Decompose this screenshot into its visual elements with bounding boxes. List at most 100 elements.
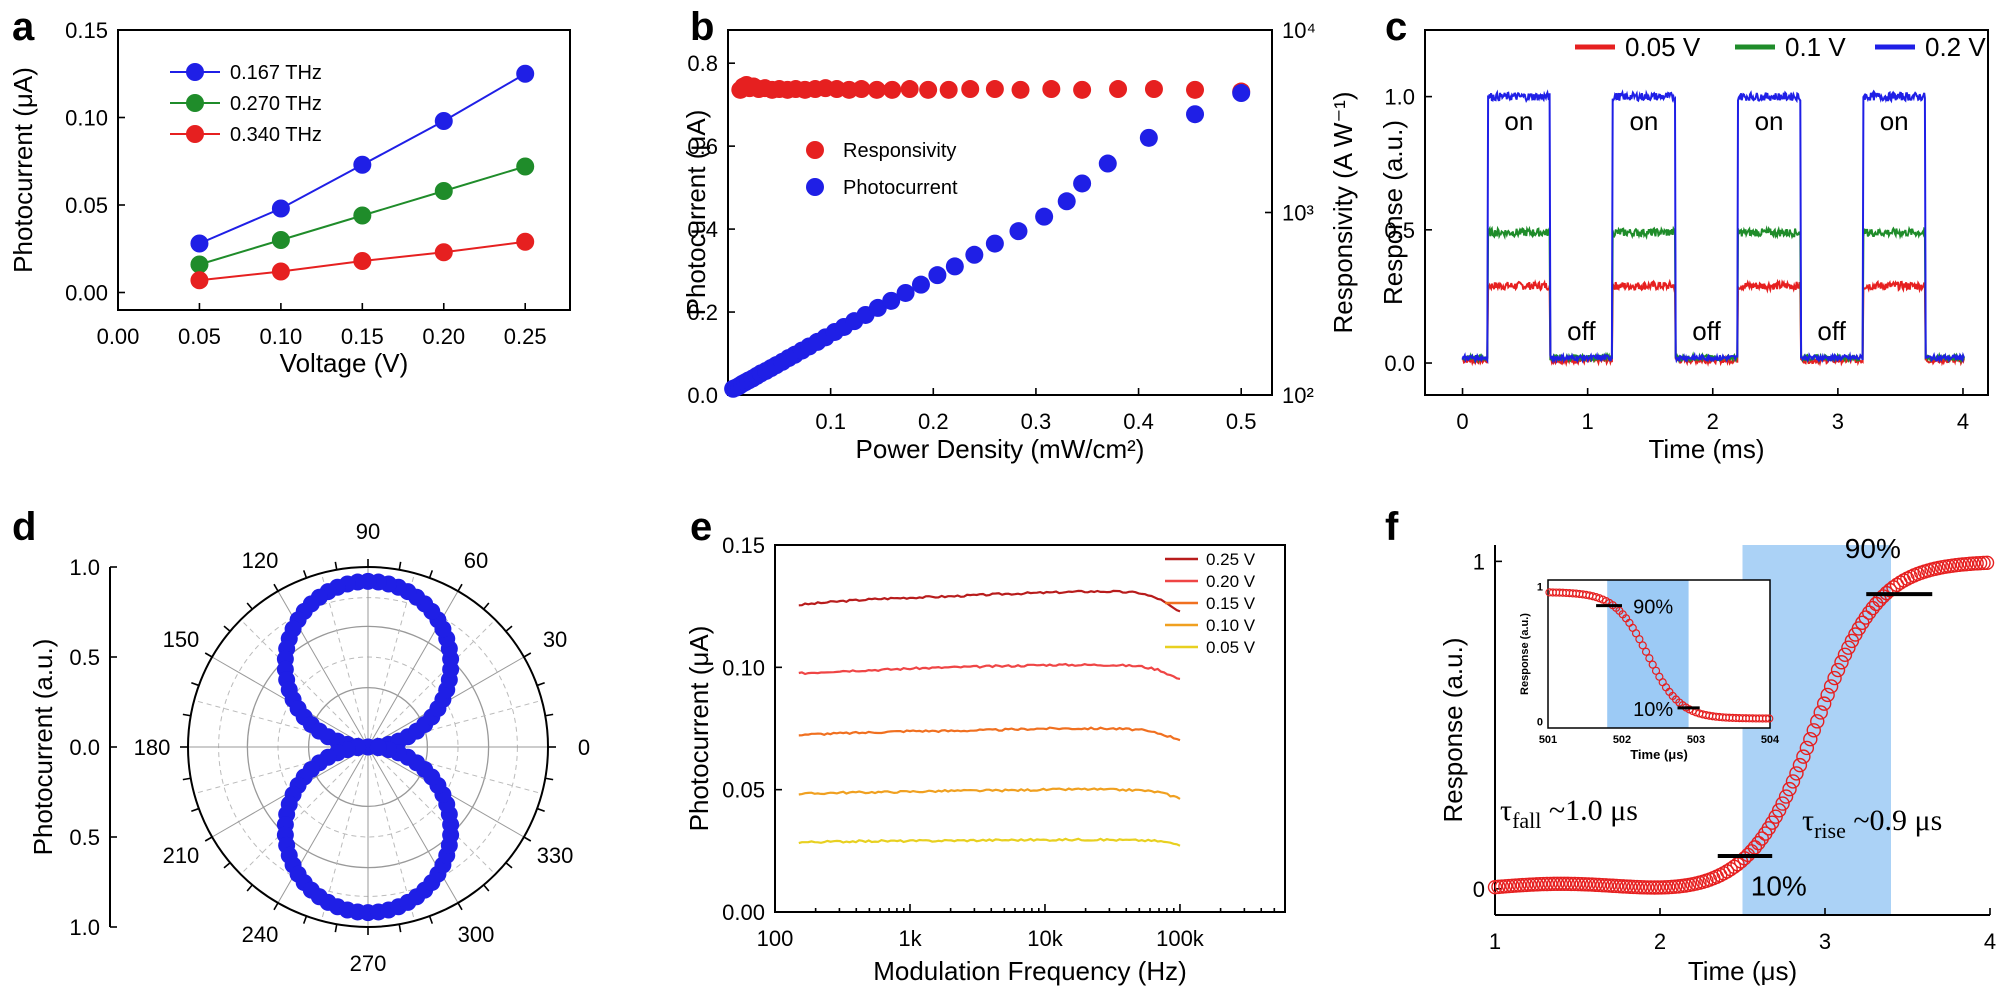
panel-b-responsivity-point: [961, 80, 980, 99]
panel-f-point: [1643, 880, 1659, 895]
panel-d-angle-tick: [428, 570, 434, 579]
panel-b-xlabel: Power Density (mW/cm²): [856, 434, 1145, 464]
panel-f-point: [1803, 731, 1818, 747]
panel-c-ytick-label: 0.0: [1384, 351, 1415, 376]
panel-d-angle-tick: [398, 561, 402, 570]
panel-f-point: [1837, 647, 1853, 662]
panel-f-xtick-label: 3: [1819, 929, 1831, 954]
panel-b-responsivity-point: [1073, 80, 1092, 99]
panel-f-point: [1972, 555, 1988, 571]
panel-d-spoke: [240, 746, 369, 875]
panel-label-b: b: [690, 5, 714, 49]
panel-f-point: [1636, 880, 1652, 895]
panel-f-xlabel: Time (μs): [1688, 956, 1797, 986]
panel-e-series-line: [798, 662, 1181, 680]
panel-f-point: [1820, 687, 1835, 703]
panel-a-xtick-label: 0.10: [259, 324, 302, 349]
panel-d-angle-tick: [457, 583, 463, 592]
panel-e-ytick-label: 0.05: [722, 778, 765, 803]
panel-f-point: [1657, 880, 1672, 895]
panel-c-ytick-label: 1.0: [1384, 85, 1415, 110]
panel-d-angle-tick: [191, 681, 200, 687]
panel-f-inset-annotation-10: 10%: [1633, 699, 1673, 721]
panel-b-responsivity-point: [1144, 80, 1163, 99]
panel-d-angle-tick: [398, 924, 402, 933]
panel-f-inset-point: [1765, 714, 1774, 723]
panel-f-point: [1539, 876, 1555, 892]
panel-f-point: [1862, 605, 1877, 620]
panel-f-point: [1532, 877, 1548, 892]
panel-d-angle-tick: [536, 807, 545, 813]
panel-b-xtick-label: 0.2: [918, 409, 949, 434]
panel-b-legend-label: Responsivity: [843, 140, 956, 162]
panel-f-tau-rise: τrise ~0.9 μs: [1802, 804, 1942, 843]
panel-label-e: e: [690, 505, 712, 549]
panel-e-legend-label: 0.05 V: [1206, 638, 1256, 657]
panel-f-point: [1577, 877, 1593, 892]
panel-f-point: [1716, 866, 1731, 881]
panel-a-xtick-label: 0.20: [422, 324, 465, 349]
panel-c-legend-label: 0.2 V: [1925, 32, 1986, 62]
panel-d-angle-label: 60: [464, 548, 488, 573]
panel-f-point: [1830, 662, 1846, 678]
panel-f-inset-xtick-label: 501: [1539, 734, 1557, 746]
panel-f-point: [1564, 876, 1579, 892]
panel-f-point: [1816, 696, 1832, 711]
panel-b-photocurrent-point: [1232, 84, 1251, 103]
panel-d-angle-tick: [273, 583, 279, 592]
panel-b-y2tick-label: 10⁴: [1282, 18, 1316, 43]
panel-e-xtick-label: 10k: [1027, 926, 1063, 951]
panel-d-angle-tick: [536, 681, 545, 687]
panel-c-legend-label: 0.1 V: [1785, 32, 1846, 62]
panel-e-legend-label: 0.20 V: [1206, 572, 1256, 591]
panel-d-angle-tick: [191, 807, 200, 813]
panel-f-point: [1629, 879, 1645, 895]
panel-d-point: [369, 739, 387, 757]
panel-d-angle-tick: [523, 652, 532, 658]
panel-a-point: [271, 199, 290, 218]
panel-d-angle-label: 30: [543, 627, 567, 652]
panel-d-radial-tick-label: 1.0: [69, 555, 100, 580]
panel-c-xtick-label: 3: [1832, 409, 1844, 434]
panel-b-photocurrent-point: [1009, 222, 1028, 241]
panel-d-spoke: [367, 573, 416, 748]
panel-f-point: [1654, 880, 1669, 895]
panel-f-inset-point: [1641, 647, 1651, 656]
panel-f-point: [1647, 880, 1662, 895]
panel-b-responsivity-point: [867, 80, 886, 99]
panel-d-angle-tick: [483, 602, 490, 610]
panel-a-xtick-label: 0.25: [504, 324, 547, 349]
panel-e-legend-label: 0.10 V: [1206, 616, 1256, 635]
panel-f-point: [1834, 655, 1849, 670]
panel-c-series-line: [1461, 89, 1965, 365]
panel-d-angle-tick: [523, 836, 532, 842]
panel-c-frame: [1424, 29, 1989, 396]
panel-b-photocurrent-point: [1139, 128, 1158, 147]
panel-d-spoke: [240, 619, 369, 748]
panel-e-frame: [774, 544, 1286, 913]
panel-e-legend-label: 0.25 V: [1206, 550, 1256, 569]
panel-f-point: [1557, 876, 1572, 892]
panel-a-ytick-label: 0.10: [65, 106, 108, 131]
panel-d-radial-tick-label: 1.0: [69, 915, 100, 940]
panel-d-angle-label: 180: [134, 735, 171, 760]
panel-c-xtick-label: 1: [1582, 409, 1594, 434]
panel-d-angle-tick: [302, 915, 308, 924]
panel-f-point: [1754, 831, 1770, 846]
panel-f-inset-xtick-label: 502: [1613, 734, 1631, 746]
panel-a-ytick-label: 0.00: [65, 281, 108, 306]
panel-f-point: [1778, 789, 1794, 804]
panel-a-xtick-label: 0.00: [97, 324, 140, 349]
panel-f-point: [1789, 766, 1804, 781]
panel-a-xtick-label: 0.15: [341, 324, 384, 349]
panel-b-legend-label: Photocurrent: [843, 177, 958, 199]
panel-c-xtick-label: 0: [1456, 409, 1468, 434]
panel-f-xtick-label: 1: [1489, 929, 1501, 954]
panel-e-series-line: [798, 589, 1181, 613]
panel-f-point: [1560, 876, 1575, 892]
panel-f-point: [1567, 876, 1582, 892]
panel-f-inset-point: [1638, 641, 1647, 650]
panel-d-angle-tick: [204, 652, 213, 658]
panel-c-annotation-on: on: [1755, 106, 1784, 136]
panel-a-point: [434, 112, 453, 130]
